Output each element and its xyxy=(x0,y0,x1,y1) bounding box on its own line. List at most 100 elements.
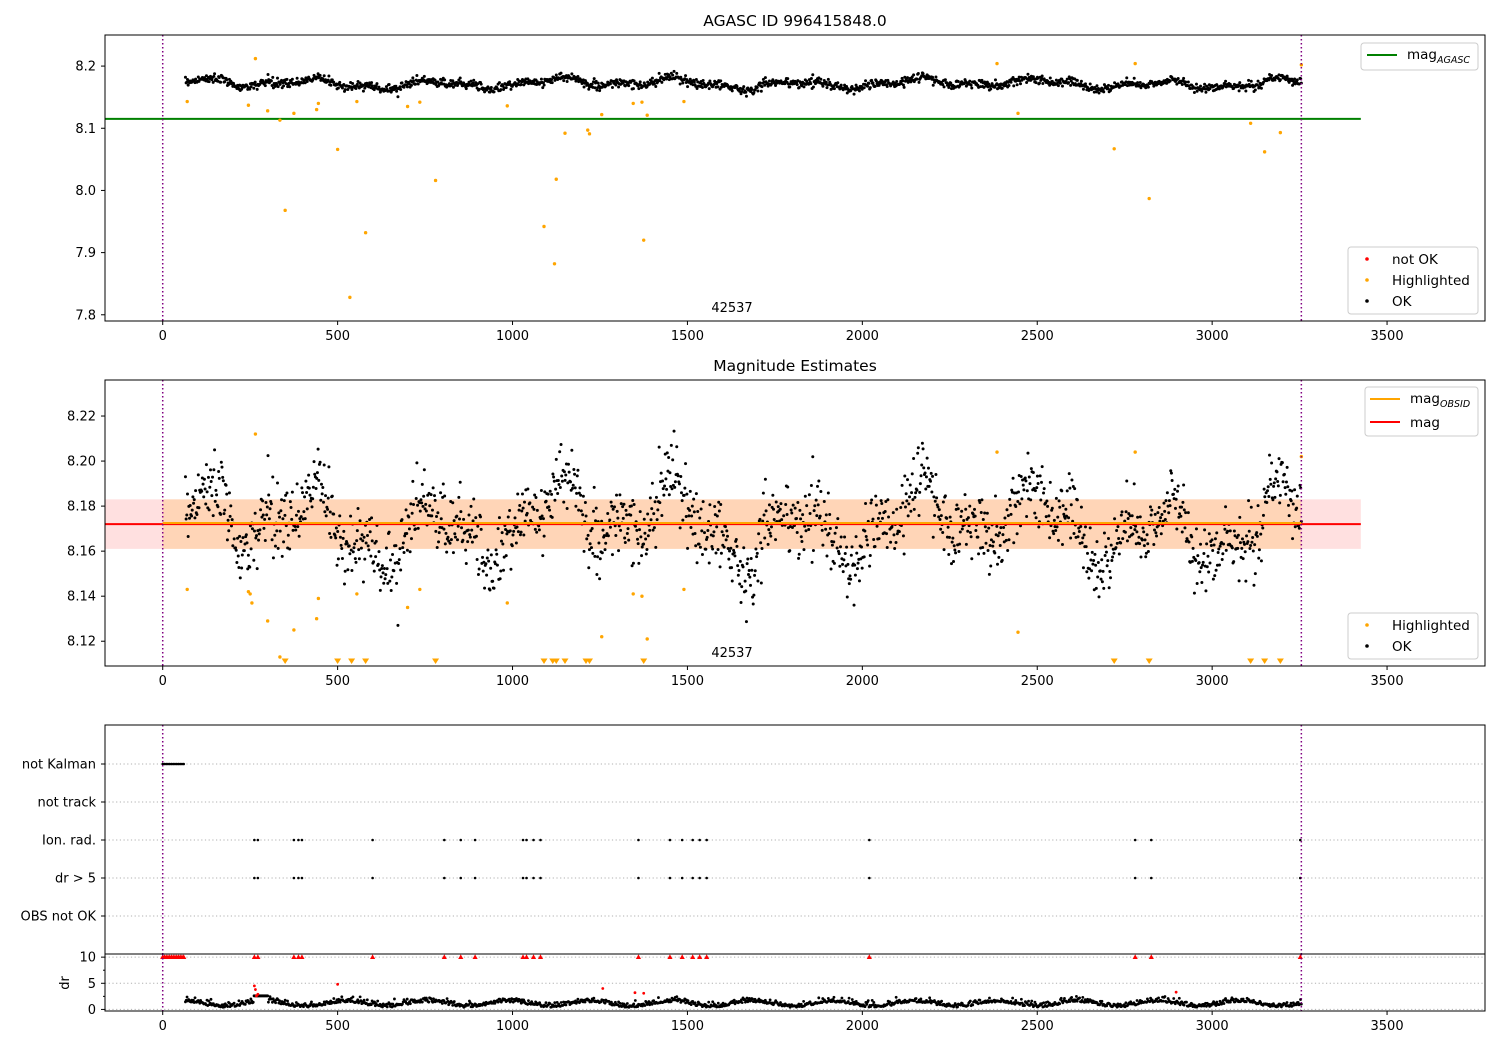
ok-point xyxy=(1178,512,1182,516)
ok-point xyxy=(725,529,729,533)
dr-ok-point xyxy=(209,997,213,1001)
y-tick-label: 8.22 xyxy=(67,410,96,425)
ok-point xyxy=(1008,497,1012,501)
ok-point xyxy=(778,507,782,511)
dr-ok-point xyxy=(711,1000,715,1004)
ok-point xyxy=(353,557,357,561)
ok-point xyxy=(463,530,467,534)
ok-point xyxy=(533,493,537,497)
ok-point xyxy=(1186,80,1190,84)
ok-point xyxy=(764,509,768,513)
dr-ok-point xyxy=(832,995,836,999)
ok-point xyxy=(984,541,988,545)
ok-point xyxy=(862,555,866,559)
ok-point xyxy=(872,538,876,542)
ok-point xyxy=(186,83,190,87)
ok-point xyxy=(713,505,717,509)
ok-point xyxy=(269,79,273,83)
ok-point xyxy=(964,542,968,546)
ok-point xyxy=(1101,569,1105,573)
ok-point xyxy=(913,495,917,499)
ok-point xyxy=(884,500,888,504)
ok-point xyxy=(216,505,220,509)
ok-point xyxy=(684,514,688,518)
ok-point xyxy=(761,491,765,495)
ok-point xyxy=(955,503,959,507)
ok-point xyxy=(1075,498,1079,502)
ok-point xyxy=(676,474,680,478)
ok-point xyxy=(829,567,833,571)
dr-ok-point xyxy=(226,1005,230,1008)
ok-point xyxy=(735,84,739,88)
ok-point xyxy=(699,507,703,511)
ok-point xyxy=(1176,489,1180,493)
ok-point xyxy=(237,565,241,569)
ok-point xyxy=(766,542,770,546)
ok-point xyxy=(1215,83,1219,87)
ok-point xyxy=(1097,91,1101,95)
highlighted-point xyxy=(1016,630,1020,634)
ok-point xyxy=(255,567,259,571)
ok-point xyxy=(635,528,639,532)
highlighted-point xyxy=(1248,121,1253,125)
ok-point xyxy=(817,479,821,483)
ok-point xyxy=(1037,525,1041,529)
ok-point xyxy=(466,528,470,532)
ok-point xyxy=(433,498,437,502)
ok-point xyxy=(573,486,577,490)
flag-point xyxy=(525,876,528,880)
dr-clipped-marker xyxy=(679,954,685,959)
ok-point xyxy=(204,463,208,467)
ok-point xyxy=(637,87,641,91)
ok-point xyxy=(305,490,309,494)
x-tick-label: 3500 xyxy=(1371,674,1404,689)
ok-point xyxy=(420,501,424,505)
ok-point xyxy=(1081,536,1085,540)
ok-point xyxy=(185,492,189,496)
ok-point xyxy=(347,544,351,548)
ok-point xyxy=(987,572,991,576)
ok-point xyxy=(513,516,517,520)
ok-point xyxy=(1156,511,1160,515)
ok-point xyxy=(1213,537,1217,541)
ok-point xyxy=(665,487,669,491)
ok-point xyxy=(656,508,660,512)
ok-point xyxy=(1217,87,1221,91)
ok-point xyxy=(1108,570,1112,574)
ok-point xyxy=(679,474,683,478)
ok-point xyxy=(343,569,347,573)
ok-point xyxy=(1041,81,1045,85)
ok-point xyxy=(627,84,631,88)
ok-point xyxy=(384,85,388,89)
dr-ok-point xyxy=(978,998,982,1002)
dr-ok-point xyxy=(1157,996,1160,1000)
ok-point xyxy=(885,545,889,549)
ok-point xyxy=(1076,535,1080,539)
ok-point xyxy=(349,548,353,552)
dr-ok-point xyxy=(544,1001,548,1005)
highlighted-point xyxy=(283,208,287,213)
dr-ok-point xyxy=(286,999,289,1003)
ok-point xyxy=(1206,554,1210,558)
ok-point xyxy=(1000,558,1004,562)
ok-point xyxy=(835,546,839,550)
ok-point xyxy=(275,529,279,533)
ok-point xyxy=(1149,513,1153,517)
ok-point xyxy=(1173,487,1177,491)
ok-point xyxy=(234,546,238,550)
ok-point xyxy=(384,573,388,577)
ok-point xyxy=(1132,482,1136,486)
highlighted-point xyxy=(355,99,359,104)
ok-point xyxy=(958,542,962,546)
ok-point xyxy=(960,509,964,513)
ok-point xyxy=(389,588,393,592)
dr-clipped-marker xyxy=(1148,954,1154,959)
dr-ok-point xyxy=(446,999,450,1003)
flag-point xyxy=(532,876,535,880)
dr-ok-point xyxy=(1135,999,1139,1002)
ok-point xyxy=(313,472,317,476)
highlighted-point xyxy=(292,628,296,632)
dr-clipped-marker xyxy=(295,954,302,959)
highlighted-point xyxy=(278,118,282,122)
ok-point xyxy=(694,84,698,88)
